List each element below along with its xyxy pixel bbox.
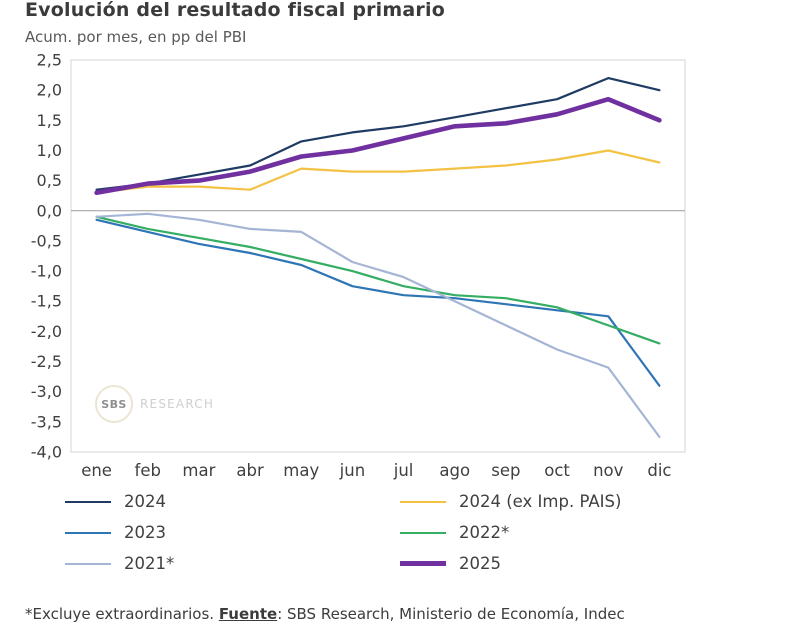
legend-line-sample <box>400 531 446 534</box>
legend-item-2021-: 2021* <box>65 554 400 573</box>
x-tick-label: dic <box>647 461 671 480</box>
series-line-2021- <box>95 212 661 438</box>
series-line-2023 <box>95 218 661 387</box>
y-tick-label: 0,5 <box>37 171 62 190</box>
y-tick-label: -1,0 <box>31 262 62 281</box>
x-tick-label: feb <box>135 461 161 480</box>
legend-item-2025: 2025 <box>400 554 790 573</box>
legend-label: 2021* <box>124 554 175 573</box>
legend-line-sample <box>400 561 446 566</box>
series-line-2022- <box>95 215 661 345</box>
x-tick-label: sep <box>491 461 520 480</box>
footnote-text: *Excluye extraordinarios. <box>25 605 219 623</box>
y-tick-label: -2,0 <box>31 322 62 341</box>
line-chart: 2,5 2,0 1,5 1,0 0,5 0,0 -0,5 -1,0 -1,5 -2,0 -2,5 -3… <box>31 51 686 480</box>
source-label: Fuente <box>218 605 278 623</box>
sbs-logo-badge: SBS <box>95 385 133 423</box>
legend-item-2024-ex-imp-pais-: 2024 (ex Imp. PAIS) <box>400 492 790 511</box>
x-tick-label: jul <box>393 461 414 480</box>
y-tick-label: -0,5 <box>31 231 62 250</box>
y-tick-label: 1,0 <box>37 141 62 160</box>
legend-line-sample <box>65 500 111 503</box>
legend-line-sample <box>65 531 111 534</box>
y-tick-label: -1,5 <box>31 292 62 311</box>
chart-legend: 2024 2024 (ex Imp. PAIS) 2023 2022* 2021* 202… <box>65 492 790 573</box>
legend-label: 2023 <box>124 523 166 542</box>
chart-area: 2,5 2,0 1,5 1,0 0,5 0,0 -0,5 -1,0 -1,5 -2,0 -2,5 -3… <box>25 51 737 488</box>
plot-border <box>70 59 686 453</box>
legend-label: 2025 <box>459 554 501 573</box>
y-tick-label: 2,5 <box>37 52 62 70</box>
x-tick-label: ago <box>439 461 470 480</box>
legend-item-2022-: 2022* <box>400 523 790 542</box>
chart-subtitle: Acum. por mes, en pp del PBI <box>25 28 247 46</box>
x-tick-label: nov <box>593 461 624 480</box>
y-tick-label: -4,0 <box>31 443 62 462</box>
legend-item-2023: 2023 <box>65 523 400 542</box>
y-tick-label: -3,5 <box>31 412 62 431</box>
x-tick-label: may <box>283 461 319 480</box>
y-tick-label: 2,0 <box>37 81 62 100</box>
sbs-research-label: RESEARCH <box>140 397 215 411</box>
x-tick-label: oct <box>544 461 570 480</box>
x-tick-label: ene <box>81 461 112 480</box>
source-text: : SBS Research, Ministerio de Economía, … <box>277 605 625 623</box>
footnote: *Excluye extraordinarios. Fuente: SBS Re… <box>25 605 790 623</box>
y-tick-label: -3,0 <box>31 382 62 401</box>
y-tick-label: 1,5 <box>37 111 62 130</box>
legend-label: 2022* <box>459 523 510 542</box>
legend-label: 2024 (ex Imp. PAIS) <box>459 492 622 511</box>
y-tick-label: -2,5 <box>31 352 62 371</box>
series-line-2024 <box>95 77 661 191</box>
chart-title: Evolución del resultado fiscal primario <box>25 0 445 21</box>
legend-item-2024: 2024 <box>65 492 400 511</box>
sbs-research-watermark: SBS RESEARCH <box>95 385 214 423</box>
legend-line-sample <box>65 562 111 565</box>
x-tick-label: abr <box>236 461 264 480</box>
x-tick-label: jun <box>339 461 366 480</box>
legend-label: 2024 <box>124 492 166 511</box>
series-line-2024-ex-imp-pais- <box>95 149 661 194</box>
y-tick-label: 0,0 <box>37 201 62 220</box>
series-line-2025 <box>94 96 662 195</box>
x-tick-label: mar <box>182 461 215 480</box>
fiscal-result-chart-page: Evolución del resultado fiscal primario … <box>25 0 790 623</box>
legend-line-sample <box>400 500 446 503</box>
